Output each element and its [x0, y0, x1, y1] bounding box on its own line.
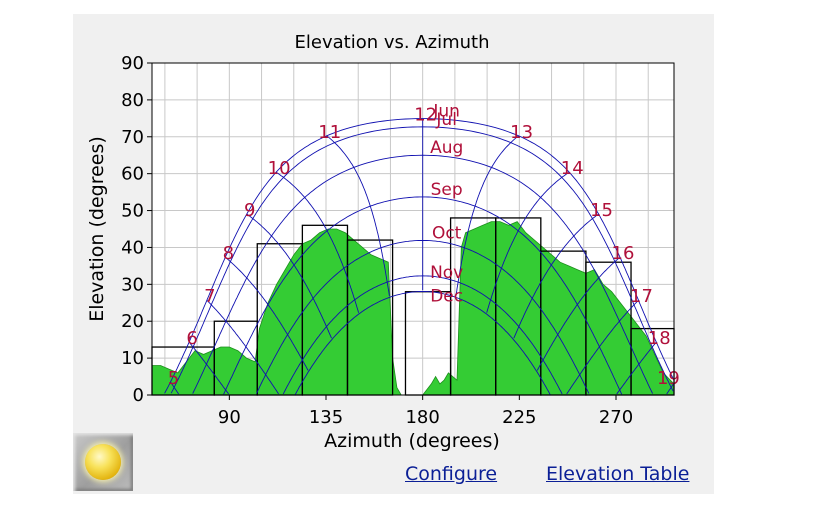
sun-path-hour: [486, 171, 570, 313]
sun-path-hour: [566, 299, 639, 395]
y-tick-label: 40: [121, 237, 144, 258]
sun-path-hour: [455, 135, 519, 296]
y-tick-label: 90: [121, 53, 144, 74]
sun-path-hour: [326, 135, 390, 296]
hour-label: 6: [186, 328, 197, 349]
x-tick-label: 90: [218, 407, 241, 428]
sun-path-hour: [513, 213, 599, 339]
sun-icon: [85, 444, 121, 480]
hour-label: 16: [612, 243, 635, 264]
x-axis-label: Azimuth (degrees): [324, 430, 500, 452]
sun-path-hour: [225, 256, 309, 371]
sun-path-hour: [206, 299, 279, 395]
x-ticks: 90 135 180 225 270: [218, 395, 633, 428]
month-label: Jul: [435, 110, 457, 130]
hour-label: 13: [510, 122, 533, 143]
y-tick-label: 70: [121, 127, 144, 148]
sun-path-month: [170, 126, 674, 394]
y-ticks: 0 10 20 30 40 50 60 70 80 90: [121, 53, 152, 406]
sun-path-hour: [666, 384, 674, 395]
y-tick-label: 20: [121, 311, 144, 332]
month-label: Sep: [431, 180, 463, 200]
sun-path-hour: [188, 341, 229, 395]
plot-frame: [151, 62, 675, 396]
hour-label: 19: [657, 368, 680, 389]
x-tick-label: 135: [309, 407, 343, 428]
y-axis-label: Elevation (degrees): [86, 136, 108, 322]
month-label: Jun: [432, 102, 460, 122]
chart-title: Elevation vs. Azimuth: [295, 32, 490, 53]
x-tick-label: 180: [405, 407, 439, 428]
y-tick-label: 10: [121, 348, 144, 369]
hour-label: 12: [414, 105, 437, 126]
hour-label: 9: [244, 200, 255, 221]
sun-path-hour: [246, 213, 332, 339]
y-tick-label: 30: [121, 274, 144, 295]
y-tick-label: 60: [121, 164, 144, 185]
month-label: Nov: [430, 263, 463, 283]
sun-path-hour: [616, 341, 657, 395]
y-tick-label: 50: [121, 201, 144, 222]
hour-label: 17: [630, 286, 653, 307]
hour-label: 10: [268, 158, 291, 179]
y-tick-label: 0: [133, 385, 144, 406]
hour-label: 14: [561, 158, 584, 179]
sun-paths: [164, 118, 675, 396]
hour-label: 8: [223, 243, 234, 264]
month-label: Aug: [430, 138, 463, 158]
hour-label: 18: [648, 328, 671, 349]
hour-label: 5: [168, 368, 179, 389]
hour-label: 15: [590, 200, 613, 221]
month-label: Oct: [432, 223, 462, 243]
sun-path-month: [164, 118, 675, 394]
elevation-table-link[interactable]: Elevation Table: [546, 463, 690, 485]
x-tick-label: 270: [599, 407, 633, 428]
sun-path-hour: [275, 171, 360, 313]
x-tick-label: 225: [502, 407, 536, 428]
y-tick-label: 80: [121, 90, 144, 111]
hour-label: 7: [204, 286, 215, 307]
month-label: Dec: [430, 286, 463, 306]
configure-link[interactable]: Configure: [405, 463, 498, 485]
sun-path-hour: [536, 256, 621, 371]
sun-path-month: [294, 291, 551, 396]
sun-button[interactable]: [73, 433, 133, 491]
hour-labels: 567 8 9 10 11 12 13 14 15 16 17 18 19: [168, 105, 680, 389]
hour-label: 11: [318, 122, 341, 143]
sun-path-hour: [170, 381, 179, 395]
